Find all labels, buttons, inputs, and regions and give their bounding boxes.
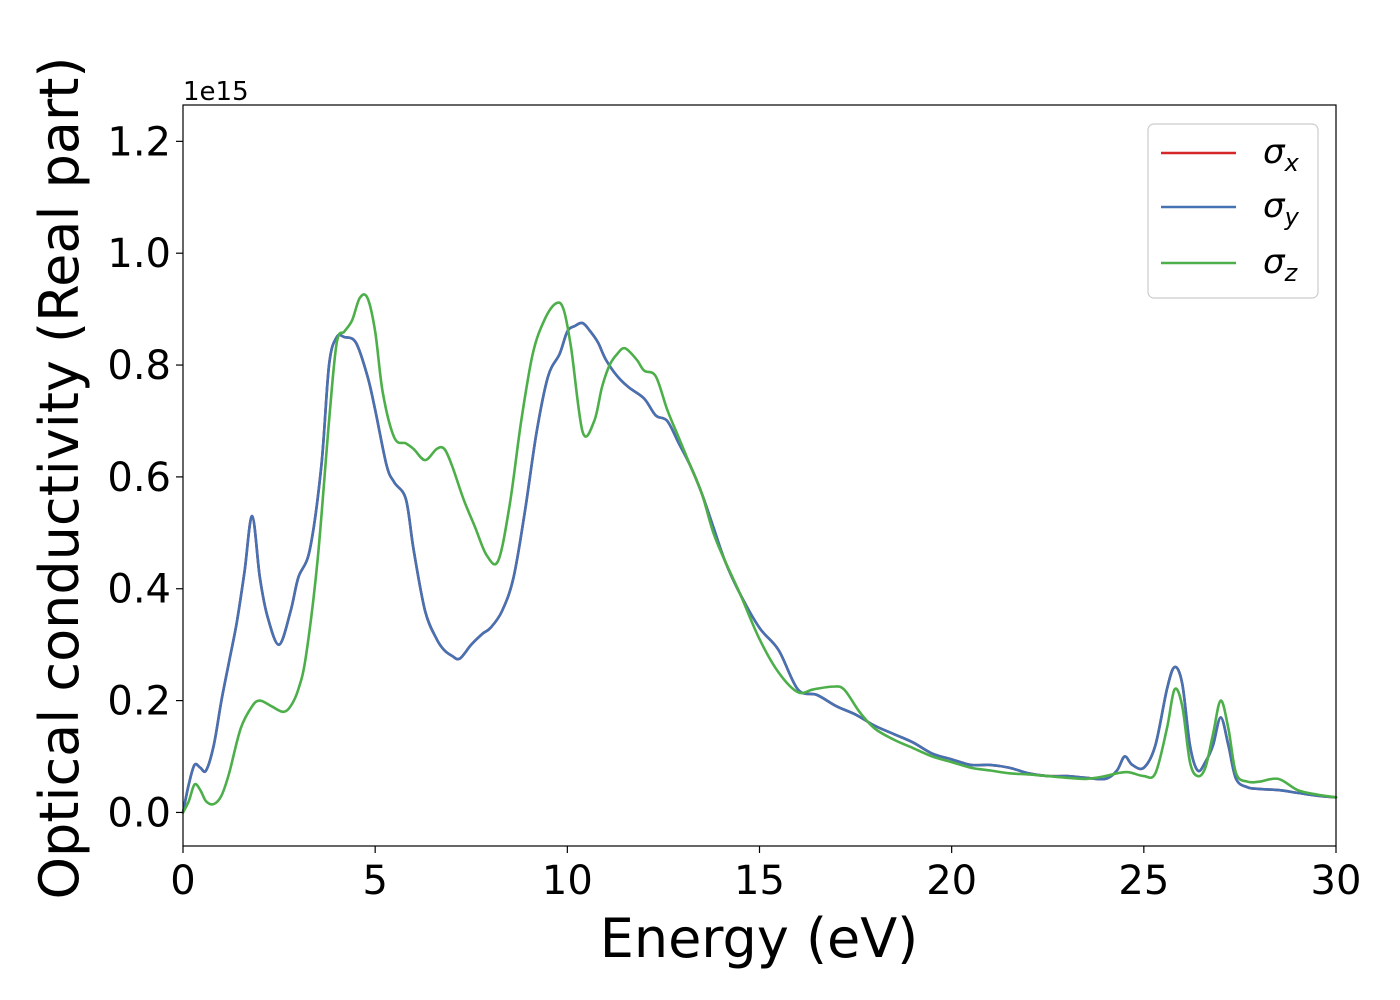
- y-axis: 0.0 0.2 0.4 0.6 0.8 1.0 1.2: [107, 119, 183, 836]
- y-tick-label: 0.6: [107, 455, 171, 501]
- legend-label-y: σy: [1263, 186, 1300, 231]
- legend: σx σy σz: [1147, 123, 1319, 299]
- x-axis-label: Energy (eV): [600, 907, 919, 970]
- x-tick-label: 5: [362, 858, 387, 904]
- series-layer: [181, 293, 1338, 814]
- x-tick-label: 0: [170, 858, 195, 904]
- y-tick-label: 0.2: [107, 679, 171, 725]
- x-axis: 0 5 10 15 20 25 30: [170, 846, 1361, 904]
- y-axis-label: Optical conductivity (Real part): [28, 57, 91, 900]
- legend-label-x: σx: [1263, 132, 1300, 177]
- y-tick-label: 1.0: [107, 231, 171, 277]
- x-tick-label: 15: [734, 858, 785, 904]
- x-tick-label: 10: [542, 858, 593, 904]
- series-line-y: [181, 321, 1338, 814]
- legend-label-z: σz: [1263, 242, 1299, 287]
- x-tick-label: 20: [926, 858, 977, 904]
- y-tick-label: 0.8: [107, 343, 171, 389]
- y-tick-label: 0.0: [107, 790, 171, 836]
- series-line-z: [181, 293, 1338, 814]
- y-offset-label: 1e15: [183, 77, 249, 107]
- x-tick-label: 30: [1311, 858, 1362, 904]
- legend-box: [1147, 123, 1319, 299]
- x-tick-label: 25: [1118, 858, 1169, 904]
- y-tick-label: 0.4: [107, 567, 171, 613]
- y-tick-label: 1.2: [107, 119, 171, 165]
